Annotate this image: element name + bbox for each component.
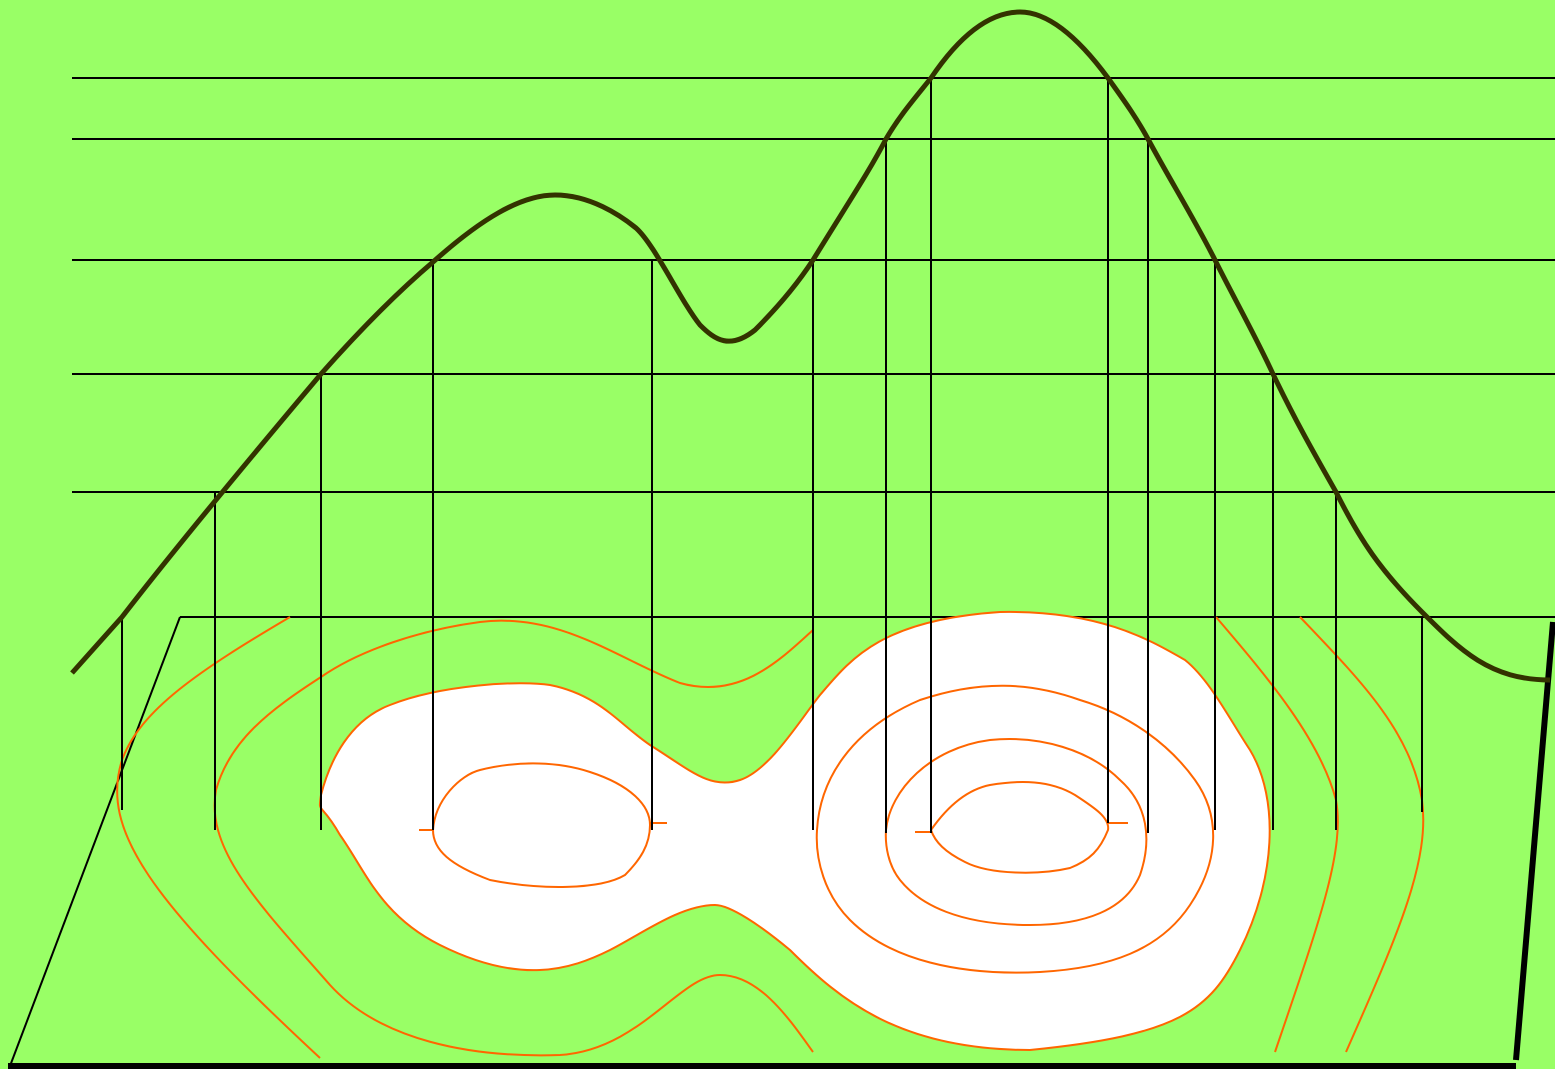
contour-outer-left (116, 616, 321, 1059)
terrain-profile-curve (70, 9, 1551, 683)
projection-lines (121, 78, 1423, 833)
contour-left-peak (431, 762, 652, 888)
map-plane (8, 616, 1555, 1069)
map-plane-left-edge (9, 616, 181, 1067)
contour-right-ring-1 (815, 684, 1215, 974)
contour-ring-2 (213, 676, 814, 1057)
contour-right-ring-3 (929, 781, 1110, 874)
contour-right-ring-2 (884, 738, 1148, 927)
high-ground-region (318, 610, 1271, 1052)
map-plane-right-edge (1513, 621, 1555, 1061)
contour-valley-upper (320, 619, 814, 689)
